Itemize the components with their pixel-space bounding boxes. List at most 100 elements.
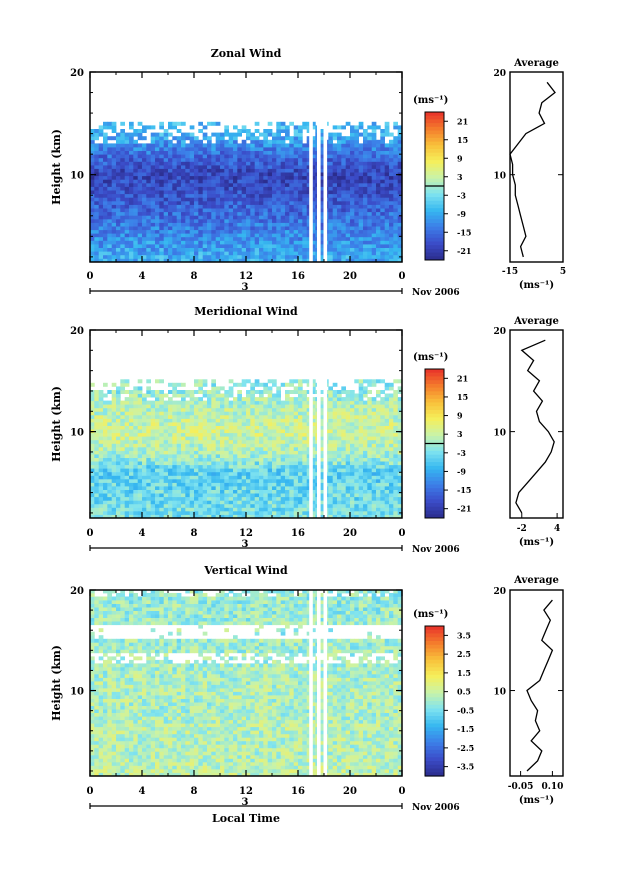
heatmap-cell: [163, 507, 169, 512]
heatmap-cell: [311, 439, 316, 444]
heatmap-cell: [267, 461, 273, 466]
heatmap-cell: [241, 161, 247, 166]
heatmap-cell: [289, 172, 294, 177]
heatmap-cell: [111, 222, 117, 227]
heatmap-cell: [111, 218, 117, 223]
heatmap-cell: [285, 208, 290, 213]
heatmap-cell: [90, 161, 95, 166]
heatmap-cell: [241, 407, 247, 412]
heatmap-cell: [319, 475, 325, 480]
heatmap-cell: [233, 443, 238, 448]
heatmap-cell: [289, 200, 294, 205]
heatmap-cell: [98, 200, 104, 205]
heatmap-cell: [90, 157, 95, 162]
heatmap-cell: [224, 493, 229, 498]
heatmap-cell: [220, 475, 225, 480]
heatmap-cell: [215, 468, 221, 473]
heatmap-cell: [363, 154, 368, 159]
heatmap-cell: [263, 168, 268, 173]
heatmap-cell: [150, 471, 156, 476]
heatmap-cell: [371, 258, 377, 263]
heatmap-cell: [124, 407, 130, 412]
heatmap-cell: [207, 429, 212, 434]
heatmap-cell: [389, 450, 394, 455]
heatmap-cell: [319, 247, 325, 252]
heatmap-cell: [181, 493, 186, 498]
heatmap-cell: [189, 147, 195, 151]
heatmap-cell: [176, 251, 182, 256]
heatmap-cell: [224, 193, 229, 198]
heatmap-cell: [98, 147, 104, 151]
heatmap-cell: [142, 193, 147, 198]
heatmap-cell: [289, 211, 294, 216]
heatmap-cell: [289, 464, 294, 469]
heatmap-cell: [142, 471, 147, 476]
heatmap-cell: [159, 471, 164, 476]
heatmap-cell: [376, 161, 381, 166]
heatmap-cell: [198, 233, 203, 238]
colorbar-swatch: [425, 134, 444, 139]
heatmap-cell: [228, 475, 234, 480]
heatmap-cell: [129, 439, 134, 444]
heatmap-cell: [371, 154, 377, 159]
heatmap-cell: [280, 507, 286, 512]
heatmap-cell: [228, 211, 234, 216]
heatmap-cell: [129, 200, 134, 205]
heatmap-cell: [293, 454, 299, 458]
heatmap-cell: [137, 489, 143, 494]
average-frame: [509, 71, 564, 263]
colorbar-swatch: [425, 248, 444, 254]
heatmap-cell: [155, 197, 160, 202]
heatmap-cell: [306, 489, 312, 494]
heatmap-cell: [363, 429, 368, 434]
heatmap-cell: [129, 139, 134, 144]
heatmap-cell: [337, 244, 342, 248]
heatmap-cell: [306, 215, 312, 220]
heatmap-cell: [98, 197, 104, 202]
heatmap-cell: [263, 226, 268, 231]
heatmap-cell: [363, 164, 368, 169]
colorbar-swatch: [425, 237, 444, 242]
heatmap-cell: [337, 461, 342, 466]
heatmap-cell: [150, 475, 156, 480]
heatmap-cell: [276, 454, 281, 458]
heatmap-cell: [176, 157, 182, 162]
heatmap-cell: [298, 132, 303, 137]
heatmap-cell: [363, 468, 368, 473]
heatmap-cell: [363, 446, 368, 451]
heatmap-cell: [137, 218, 143, 223]
heatmap-cell: [172, 121, 177, 126]
heatmap-cell: [90, 454, 95, 458]
heatmap-cell: [111, 489, 117, 494]
heatmap-cell: [376, 236, 381, 241]
heatmap-cell: [311, 407, 316, 412]
heatmap-cell: [293, 411, 299, 416]
heatmap-cell: [246, 143, 251, 148]
heatmap-cell: [224, 208, 229, 213]
heatmap-cell: [354, 182, 359, 187]
heatmap-cell: [137, 157, 143, 162]
heatmap-cell: [220, 489, 225, 494]
heatmap-cell: [142, 418, 147, 423]
heatmap-cell: [280, 218, 286, 223]
heatmap-cell: [228, 164, 234, 169]
heatmap-cell: [328, 161, 333, 166]
heatmap-cell: [168, 161, 173, 166]
heatmap-cell: [228, 411, 234, 416]
heatmap-cell: [181, 418, 186, 423]
heatmap-cell: [181, 164, 186, 169]
heatmap-cell: [289, 139, 294, 144]
heatmap-cell: [163, 486, 169, 490]
heatmap-cell: [358, 468, 364, 473]
heatmap-cell: [371, 493, 377, 498]
heatmap-cell: [250, 414, 255, 419]
heatmap-cell: [350, 147, 355, 151]
heatmap-cell: [129, 121, 134, 126]
heatmap-cell: [397, 179, 403, 184]
heatmap-cell: [384, 164, 390, 169]
heatmap-cell: [107, 233, 112, 238]
heatmap-cell: [319, 186, 325, 191]
heatmap-cell: [263, 418, 268, 423]
heatmap-cell: [263, 461, 268, 466]
heatmap-cell: [384, 193, 390, 198]
